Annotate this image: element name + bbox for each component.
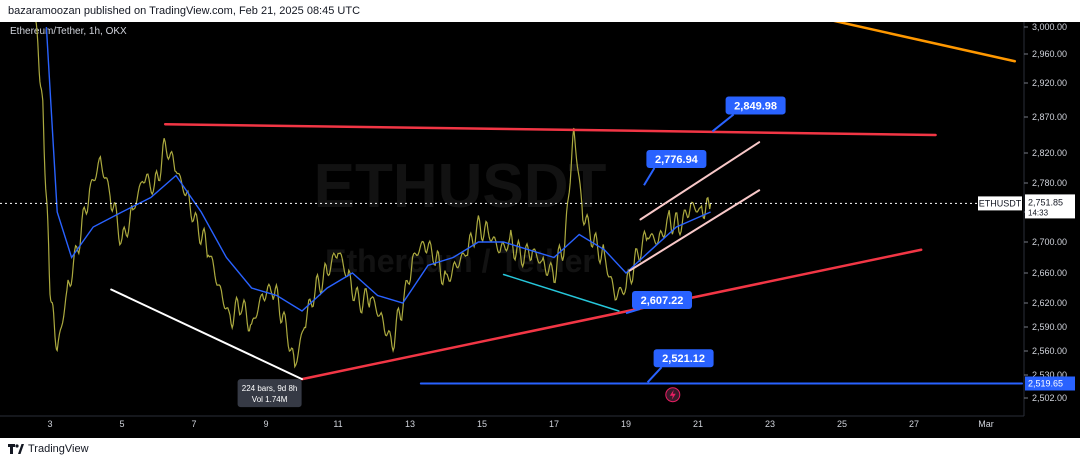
countdown-label: 14:33 [1028, 208, 1049, 217]
publisher-bar: bazaramoozan published on TradingView.co… [0, 0, 1080, 22]
y-tick-label-12: 2,530.00 [1032, 370, 1067, 380]
footer-bar: TradingView [0, 438, 1080, 461]
annotation-badge-1 [646, 150, 707, 168]
trendline-orange [833, 22, 1017, 63]
tradingview-logo-icon [8, 444, 24, 455]
chart-title: Ethereum/Tether, 1h, OKX [10, 26, 127, 37]
annotation-badge-2 [632, 291, 692, 309]
level-tag-box [1025, 376, 1075, 391]
trendline-cyan [502, 273, 620, 312]
x-tick-label-8: 19 [621, 419, 631, 429]
annotation-badge-0 [725, 96, 786, 115]
x-tick-label-12: 27 [909, 419, 919, 429]
y-tick-label-11: 2,560.00 [1032, 346, 1067, 356]
x-tick-label-7: 17 [549, 419, 559, 429]
symbol-tag-box [978, 196, 1022, 211]
annotation-pointer-1 [643, 167, 656, 186]
x-tick-label-1: 5 [119, 419, 124, 429]
y-tick-label-0: 3,000.00 [1032, 22, 1067, 32]
y-tick-label-8: 2,660.00 [1032, 268, 1067, 278]
annotation-pointer-3 [646, 366, 663, 383]
symbol-tag-label: ETHUSDT [979, 198, 1022, 208]
x-tick-label-6: 15 [477, 419, 487, 429]
price-axis[interactable]: 3,000.00 2,960.00 2,920.00 2,870.00 2,820.00… [978, 22, 1075, 416]
trendline-white [110, 288, 303, 381]
annotation-label-0: 2,849.98 [734, 100, 777, 112]
current-price-label: 2,751.85 [1028, 197, 1063, 207]
series-layer [0, 22, 1024, 369]
annotation-label-1: 2,776.94 [655, 154, 699, 166]
y-tick-label-13: 2,502.00 [1032, 393, 1067, 403]
x-tick-label-10: 23 [765, 419, 775, 429]
y-tick-label-9: 2,620.00 [1032, 298, 1067, 308]
watermark-symbol: ETHUSDT [314, 152, 607, 221]
x-tick-label-5: 13 [405, 419, 415, 429]
trendline-channel-upper [639, 141, 761, 221]
annotations-layer: 2,849.98 2,776.94 2,607.22 2,521.12 224 bars… [237, 96, 786, 408]
measure-tooltip-box [237, 379, 302, 408]
y-tick-label-10: 2,590.00 [1032, 322, 1067, 332]
annotation-label-3: 2,521.12 [662, 353, 705, 365]
level-tag-label: 2,519.65 [1028, 379, 1063, 389]
annotation-pointer-0 [711, 113, 735, 133]
annotation-badge-3 [653, 349, 714, 368]
x-tick-label-2: 7 [191, 419, 196, 429]
trendline-channel-lower [628, 189, 761, 272]
y-tick-label-7: 2,700.00 [1032, 237, 1067, 247]
y-tick-label-4: 2,820.00 [1032, 148, 1067, 158]
publisher-text: bazaramoozan published on TradingView.co… [8, 5, 361, 17]
time-axis[interactable]: 3 5 7 9 11 13 15 17 19 21 23 25 27 Mar [0, 415, 1024, 429]
x-tick-label-11: 25 [837, 419, 847, 429]
x-tick-label-4: 11 [333, 419, 342, 429]
x-tick-label-13: Mar [978, 419, 994, 429]
x-tick-label-3: 9 [263, 419, 268, 429]
trendlines-front-layer [110, 22, 1017, 381]
y-tick-label-2: 2,920.00 [1032, 78, 1067, 88]
y-tick-label-5: 2,780.00 [1032, 178, 1067, 188]
annotation-label-2: 2,607.22 [641, 295, 684, 307]
lightning-bolt-icon [669, 389, 676, 400]
footer-brand: TradingView [28, 443, 89, 455]
y-tick-label-3: 2,870.00 [1032, 112, 1067, 122]
y-tick-label-1: 2,960.00 [1032, 49, 1067, 59]
measure-tooltip-line2: Vol 1.74M [252, 395, 288, 404]
trendline-support [300, 248, 923, 381]
x-tick-label-9: 21 [693, 419, 703, 429]
moving-average-line [45, 26, 711, 312]
x-tick-label-0: 3 [47, 419, 52, 429]
measure-tooltip-line1: 224 bars, 9d 8h [242, 384, 298, 393]
trendline-resistance [163, 122, 937, 137]
price-series-line [35, 22, 712, 369]
annotation-pointer-2 [625, 308, 641, 315]
current-price-box [1025, 194, 1075, 219]
